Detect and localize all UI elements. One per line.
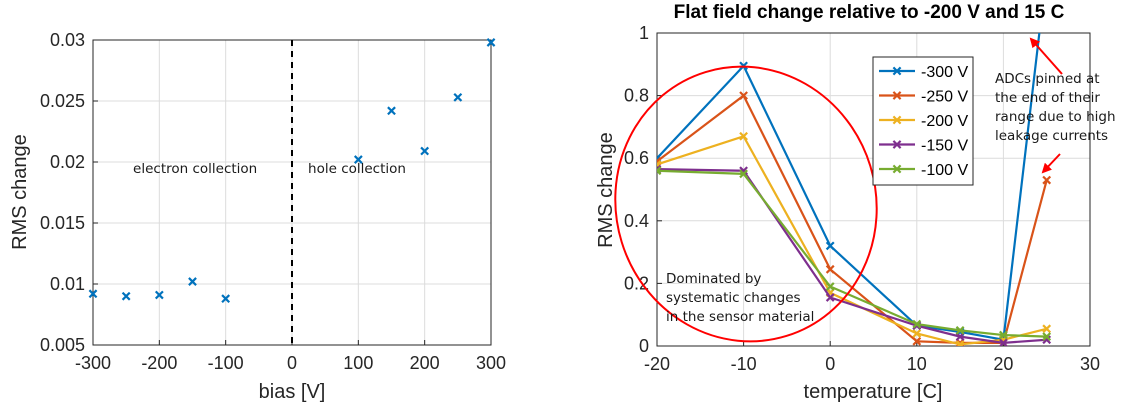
annotation-line: systematic changes [666, 290, 801, 306]
hole-collection-label: hole collection [308, 161, 406, 177]
data-point [912, 336, 922, 346]
data-point [912, 329, 922, 338]
legend-entry: -100 V [879, 162, 968, 179]
annotation-line: Dominated by [666, 271, 761, 287]
x-tick-label: 30 [1080, 354, 1100, 374]
y-tick-label: 0 [639, 336, 649, 356]
x-tick-label: -300 [75, 353, 111, 373]
legend-label: -150 V [921, 138, 968, 155]
data-point [739, 169, 748, 179]
legend-entry: -300 V [879, 64, 968, 81]
y-tick-label: 1 [639, 23, 649, 43]
data-point [825, 264, 835, 274]
data-point [154, 290, 164, 300]
right-chart-title: Flat field change relative to -200 V and… [674, 2, 1065, 23]
y-tick-label: 0.015 [40, 213, 85, 233]
legend-label: -200 V [921, 113, 968, 130]
data-point [420, 146, 430, 156]
legend-label: -100 V [921, 162, 968, 179]
legend-entry: -150 V [879, 138, 968, 155]
data-point [739, 91, 748, 100]
arrow-to-250v [1041, 153, 1061, 174]
legend-label: -300 V [921, 64, 968, 81]
annotation-line: the end of their [995, 90, 1100, 106]
data-point [221, 294, 231, 304]
data-point [825, 282, 835, 291]
data-point [825, 293, 835, 302]
legend-marker [892, 115, 902, 125]
y-tick-label: 0.6 [624, 148, 649, 168]
electron-collection-label: electron collection [133, 161, 257, 177]
data-point [1042, 332, 1052, 341]
x-tick-label: 0 [825, 354, 835, 374]
y-tick-label: 0.8 [624, 86, 649, 106]
left-tick-labels: -300 -200 -100 0 100 200 300 0.005 0.01 0.015 0.02… [40, 30, 506, 373]
legend-marker [892, 66, 902, 76]
data-point [1042, 324, 1052, 334]
right-series-lines [657, 33, 1052, 346]
right-legend: -300 V -250 V -200 V -150 V -100 V [872, 56, 974, 186]
x-tick-label: 10 [907, 354, 927, 374]
annotation-line: leakage currents [995, 128, 1108, 144]
annotation-line: ADCs pinned at [995, 71, 1100, 87]
arrow-to-300v [1029, 37, 1063, 75]
dominated-annotation: Dominated by systematic changes in the s… [666, 271, 814, 325]
x-tick-label: -100 [208, 353, 244, 373]
data-point [121, 291, 131, 301]
data-point [912, 319, 922, 329]
right-chart: Flat field change relative to -200 V and… [595, 2, 1116, 403]
y-tick-label: 0.03 [50, 30, 85, 50]
y-tick-label: 0.02 [50, 152, 85, 172]
left-chart: -300 -200 -100 0 100 200 300 0.005 0.01 0.015 0.02… [9, 30, 506, 403]
x-tick-label: -10 [731, 354, 757, 374]
annotation-line: range due to high [995, 109, 1116, 125]
right-tick-labels: -20 -10 0 10 20 30 0 0.2 0.4 0.6 0.8 1 [624, 23, 1100, 374]
legend-entry: -200 V [879, 113, 968, 130]
legend-label: -250 V [921, 89, 968, 106]
y-tick-label: 0.01 [50, 274, 85, 294]
highlight-ellipse [614, 65, 878, 343]
data-point [955, 340, 965, 346]
data-point [955, 325, 965, 335]
data-point [387, 106, 396, 116]
left-x-axis-label: bias [V] [259, 381, 326, 403]
data-point [188, 277, 197, 286]
data-point [999, 338, 1008, 346]
x-tick-label: -200 [141, 353, 177, 373]
y-tick-label: 0.025 [40, 91, 85, 111]
series-neg150V [657, 164, 1052, 346]
data-point [88, 289, 98, 299]
data-point [486, 38, 496, 47]
annotation-line: in the sensor material [666, 309, 814, 325]
data-point [453, 92, 463, 102]
left-y-axis-label: RMS change [9, 134, 31, 250]
data-point [825, 241, 835, 251]
data-point [1042, 175, 1052, 185]
y-tick-label: 0.4 [624, 211, 649, 231]
left-data-points [88, 38, 496, 304]
x-tick-label: -20 [644, 354, 670, 374]
x-tick-label: 0 [287, 353, 297, 373]
right-y-axis-label: RMS change [595, 132, 617, 248]
x-tick-label: 200 [410, 353, 440, 373]
x-tick-label: 100 [343, 353, 373, 373]
data-point [999, 330, 1008, 340]
adc-annotation: ADCs pinned at the end of their range du… [995, 71, 1116, 144]
y-tick-label: 0.005 [40, 335, 85, 355]
legend-marker [892, 164, 902, 174]
x-tick-label: 300 [476, 353, 506, 373]
series-neg100V [657, 166, 1052, 341]
legend-marker [892, 91, 902, 100]
right-plot-frame [656, 32, 1091, 347]
x-tick-label: 20 [993, 354, 1013, 374]
y-tick-label: 0.2 [624, 273, 649, 293]
data-point [353, 155, 363, 164]
legend-marker [892, 140, 902, 149]
right-x-axis-label: temperature [C] [804, 381, 943, 403]
data-point [739, 131, 748, 141]
legend-entry: -250 V [879, 89, 968, 106]
data-point [657, 166, 662, 176]
